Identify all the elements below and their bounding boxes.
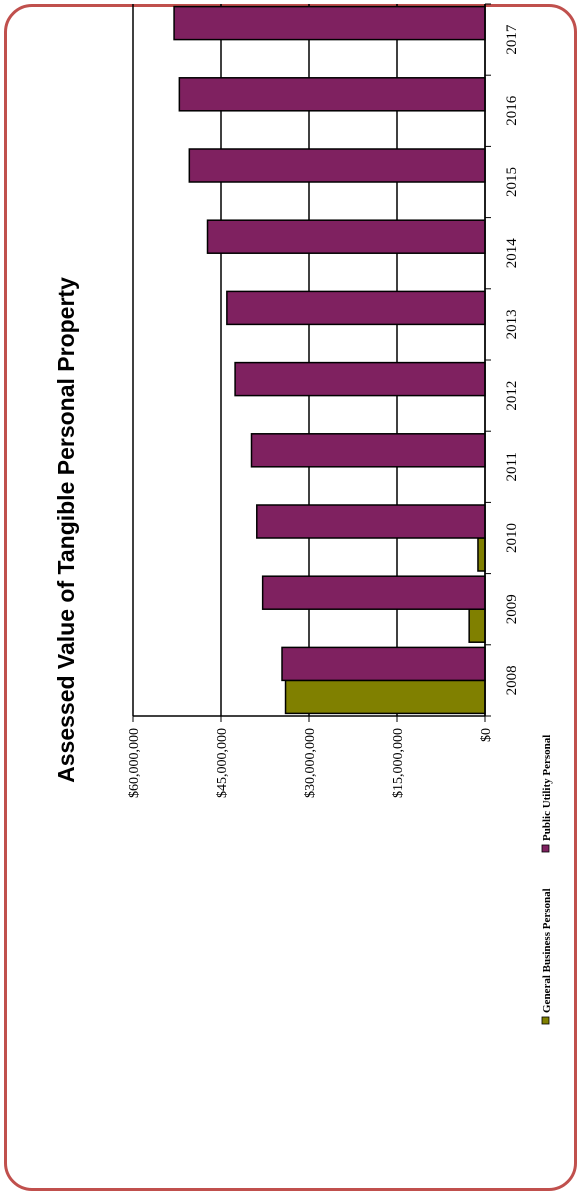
public-utility-bar-2009 [261, 575, 486, 610]
public-utility-bar-2011 [250, 433, 486, 468]
category-label-2015: 2015 [504, 167, 520, 197]
category-labels: 2008 2009 2010 2011 2012 2013 2014 2015 2016 2017 [504, 24, 520, 695]
legend-swatch [541, 1016, 550, 1025]
category-label-2009: 2009 [504, 594, 520, 624]
value-tick-label: $15,000,000 [391, 728, 406, 798]
category-label-2016: 2016 [504, 95, 520, 126]
general-business-bar-2009 [468, 608, 486, 643]
public-utility-bar-2012 [234, 361, 486, 397]
public-utility-bar-2017 [173, 5, 486, 41]
value-tick-label: $45,000,000 [215, 728, 230, 798]
category-label-2017: 2017 [504, 24, 520, 55]
bars [173, 5, 486, 715]
public-utility-bar-2016 [178, 77, 486, 112]
category-label-2010: 2010 [504, 523, 520, 553]
general-business-bar-2010 [477, 537, 486, 572]
category-label-2008: 2008 [504, 665, 520, 695]
public-utility-bar-2008 [281, 646, 486, 682]
chart-title: Assessed Value of Tangible Personal Prop… [53, 277, 79, 783]
category-label-2012: 2012 [504, 381, 520, 411]
public-utility-bar-2015 [188, 148, 486, 183]
public-utility-bar-2010 [256, 504, 486, 539]
category-label-2011: 2011 [504, 452, 520, 481]
value-tick-label: $30,000,000 [303, 728, 318, 798]
public-utility-bar-2014 [206, 219, 486, 254]
value-tick-label: $0 [479, 728, 494, 742]
legend: General Business Personal Public Utility … [541, 735, 553, 1025]
axes [132, 3, 491, 722]
public-utility-bar-2013 [226, 290, 486, 326]
tick-labels: $0 $15,000,000 $30,000,000 $45,000,000 $60,0… [127, 728, 494, 798]
category-label-2014: 2014 [504, 238, 520, 269]
legend-label: Public Utility Personal [541, 735, 553, 841]
legend-swatch [541, 844, 550, 853]
legend-label: General Business Personal [541, 888, 553, 1013]
value-tick-label: $60,000,000 [127, 728, 142, 798]
general-business-bar-2008 [284, 679, 486, 715]
category-label-2013: 2013 [504, 309, 520, 339]
